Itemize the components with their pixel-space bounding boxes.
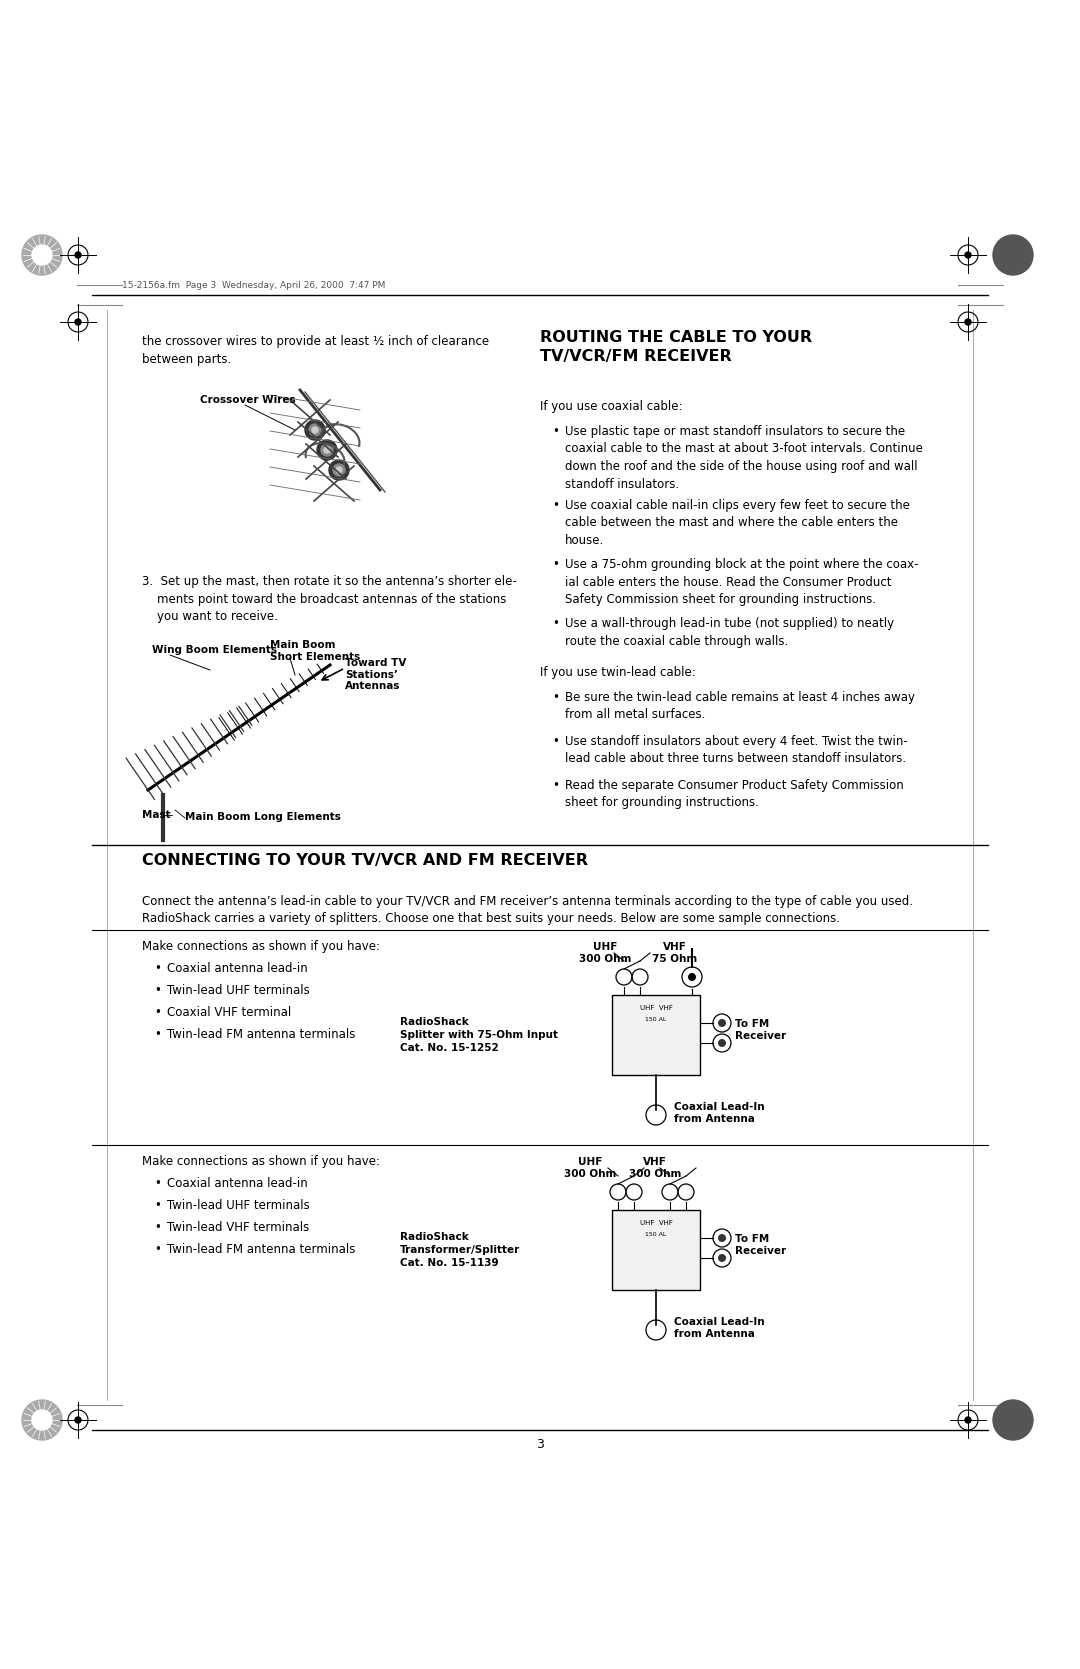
Text: Use a 75-ohm grounding block at the point where the coax-
ial cable enters the h: Use a 75-ohm grounding block at the poin… bbox=[565, 557, 918, 606]
Circle shape bbox=[305, 421, 325, 441]
Bar bbox=[612, 1210, 700, 1290]
Text: Coaxial antenna lead-in: Coaxial antenna lead-in bbox=[167, 1177, 308, 1190]
Text: UHF
300 Ohm: UHF 300 Ohm bbox=[564, 1157, 617, 1178]
Polygon shape bbox=[32, 1410, 52, 1430]
Text: RadioShack
Splitter with 75-Ohm Input
Cat. No. 15-1252: RadioShack Splitter with 75-Ohm Input Ca… bbox=[400, 1016, 558, 1053]
Text: •: • bbox=[154, 1243, 161, 1257]
Text: Make connections as shown if you have:: Make connections as shown if you have: bbox=[141, 940, 380, 953]
Text: Use a wall-through lead-in tube (not supplied) to neatly
route the coaxial cable: Use a wall-through lead-in tube (not sup… bbox=[565, 618, 894, 648]
Polygon shape bbox=[32, 245, 52, 265]
Text: •: • bbox=[154, 1198, 161, 1212]
Text: To FM
Receiver: To FM Receiver bbox=[735, 1233, 786, 1257]
Text: Main Boom
Short Elements: Main Boom Short Elements bbox=[270, 639, 361, 661]
Text: •: • bbox=[154, 1177, 161, 1190]
Text: •: • bbox=[552, 618, 558, 629]
Text: ROUTING THE CABLE TO YOUR
TV/VCR/FM RECEIVER: ROUTING THE CABLE TO YOUR TV/VCR/FM RECE… bbox=[540, 330, 812, 364]
Text: •: • bbox=[552, 557, 558, 571]
Text: Main Boom Long Elements: Main Boom Long Elements bbox=[185, 813, 341, 823]
Text: If you use twin-lead cable:: If you use twin-lead cable: bbox=[540, 666, 696, 679]
Text: •: • bbox=[154, 1006, 161, 1020]
Text: Coaxial Lead-In
from Antenna: Coaxial Lead-In from Antenna bbox=[674, 1102, 765, 1125]
Text: CONNECTING TO YOUR TV/VCR AND FM RECEIVER: CONNECTING TO YOUR TV/VCR AND FM RECEIVE… bbox=[141, 853, 588, 868]
Text: UHF  VHF: UHF VHF bbox=[639, 1220, 673, 1227]
Text: 150 AL: 150 AL bbox=[646, 1232, 666, 1237]
Text: Wing Boom Elements: Wing Boom Elements bbox=[152, 644, 276, 654]
Text: Twin-lead FM antenna terminals: Twin-lead FM antenna terminals bbox=[167, 1243, 355, 1257]
Circle shape bbox=[321, 444, 333, 456]
Text: Read the separate Consumer Product Safety Commission
sheet for grounding instruc: Read the separate Consumer Product Safet… bbox=[565, 779, 904, 809]
Circle shape bbox=[993, 235, 1032, 275]
Polygon shape bbox=[22, 1400, 62, 1440]
Circle shape bbox=[75, 252, 81, 259]
Circle shape bbox=[718, 1020, 726, 1026]
Text: 3: 3 bbox=[536, 1439, 544, 1452]
Circle shape bbox=[318, 441, 337, 461]
Text: UHF  VHF: UHF VHF bbox=[639, 1005, 673, 1011]
Text: Use plastic tape or mast standoff insulators to secure the
coaxial cable to the : Use plastic tape or mast standoff insula… bbox=[565, 426, 923, 491]
Polygon shape bbox=[22, 235, 62, 275]
Circle shape bbox=[309, 424, 321, 436]
Text: •: • bbox=[552, 426, 558, 437]
Circle shape bbox=[75, 1417, 81, 1424]
Circle shape bbox=[966, 319, 971, 325]
Text: Make connections as shown if you have:: Make connections as shown if you have: bbox=[141, 1155, 380, 1168]
Text: •: • bbox=[552, 734, 558, 748]
Text: 150 AL: 150 AL bbox=[646, 1016, 666, 1021]
Text: Connect the antenna’s lead-in cable to your TV/VCR and FM receiver’s antenna ter: Connect the antenna’s lead-in cable to y… bbox=[141, 895, 913, 926]
Text: •: • bbox=[154, 985, 161, 996]
Text: •: • bbox=[154, 1222, 161, 1233]
Circle shape bbox=[312, 427, 318, 432]
Circle shape bbox=[688, 973, 696, 981]
Text: Twin-lead UHF terminals: Twin-lead UHF terminals bbox=[167, 985, 310, 996]
Text: RadioShack
Transformer/Splitter
Cat. No. 15-1139: RadioShack Transformer/Splitter Cat. No.… bbox=[400, 1232, 521, 1268]
Circle shape bbox=[329, 461, 349, 481]
Text: Crossover Wires: Crossover Wires bbox=[200, 396, 296, 406]
Text: If you use coaxial cable:: If you use coaxial cable: bbox=[540, 401, 683, 412]
Text: •: • bbox=[154, 1028, 161, 1041]
Text: Twin-lead VHF terminals: Twin-lead VHF terminals bbox=[167, 1222, 309, 1233]
Text: •: • bbox=[154, 961, 161, 975]
Circle shape bbox=[75, 319, 81, 325]
Text: Use standoff insulators about every 4 feet. Twist the twin-
lead cable about thr: Use standoff insulators about every 4 fe… bbox=[565, 734, 908, 766]
Text: Coaxial VHF terminal: Coaxial VHF terminal bbox=[167, 1006, 292, 1020]
Text: Twin-lead FM antenna terminals: Twin-lead FM antenna terminals bbox=[167, 1028, 355, 1041]
Circle shape bbox=[966, 252, 971, 259]
Text: 15-2156a.fm  Page 3  Wednesday, April 26, 2000  7:47 PM: 15-2156a.fm Page 3 Wednesday, April 26, … bbox=[122, 280, 386, 290]
Text: VHF
75 Ohm: VHF 75 Ohm bbox=[652, 941, 698, 963]
Circle shape bbox=[324, 447, 330, 452]
Circle shape bbox=[336, 467, 342, 472]
Circle shape bbox=[966, 1417, 971, 1424]
Circle shape bbox=[718, 1040, 726, 1046]
Circle shape bbox=[993, 1400, 1032, 1440]
Text: To FM
Receiver: To FM Receiver bbox=[735, 1018, 786, 1041]
Text: 3.  Set up the mast, then rotate it so the antenna’s shorter ele-
    ments poin: 3. Set up the mast, then rotate it so th… bbox=[141, 576, 516, 623]
Text: UHF
300 Ohm: UHF 300 Ohm bbox=[579, 941, 631, 963]
Text: Coaxial Lead-In
from Antenna: Coaxial Lead-In from Antenna bbox=[674, 1317, 765, 1339]
Circle shape bbox=[718, 1253, 726, 1262]
Text: Toward TV
Stations’
Antennas: Toward TV Stations’ Antennas bbox=[345, 658, 406, 691]
Text: Coaxial antenna lead-in: Coaxial antenna lead-in bbox=[167, 961, 308, 975]
Text: Be sure the twin-lead cable remains at least 4 inches away
from all metal surfac: Be sure the twin-lead cable remains at l… bbox=[565, 691, 915, 721]
Text: Use coaxial cable nail-in clips every few feet to secure the
cable between the m: Use coaxial cable nail-in clips every fe… bbox=[565, 499, 909, 547]
Text: •: • bbox=[552, 691, 558, 704]
Circle shape bbox=[718, 1233, 726, 1242]
Text: Twin-lead UHF terminals: Twin-lead UHF terminals bbox=[167, 1198, 310, 1212]
Text: the crossover wires to provide at least ½ inch of clearance
between parts.: the crossover wires to provide at least … bbox=[141, 335, 489, 366]
Text: Mast: Mast bbox=[141, 809, 171, 819]
Circle shape bbox=[333, 464, 345, 476]
Bar bbox=[612, 995, 700, 1075]
Text: VHF
300 Ohm: VHF 300 Ohm bbox=[629, 1157, 681, 1178]
Text: •: • bbox=[552, 779, 558, 793]
Text: •: • bbox=[552, 499, 558, 512]
